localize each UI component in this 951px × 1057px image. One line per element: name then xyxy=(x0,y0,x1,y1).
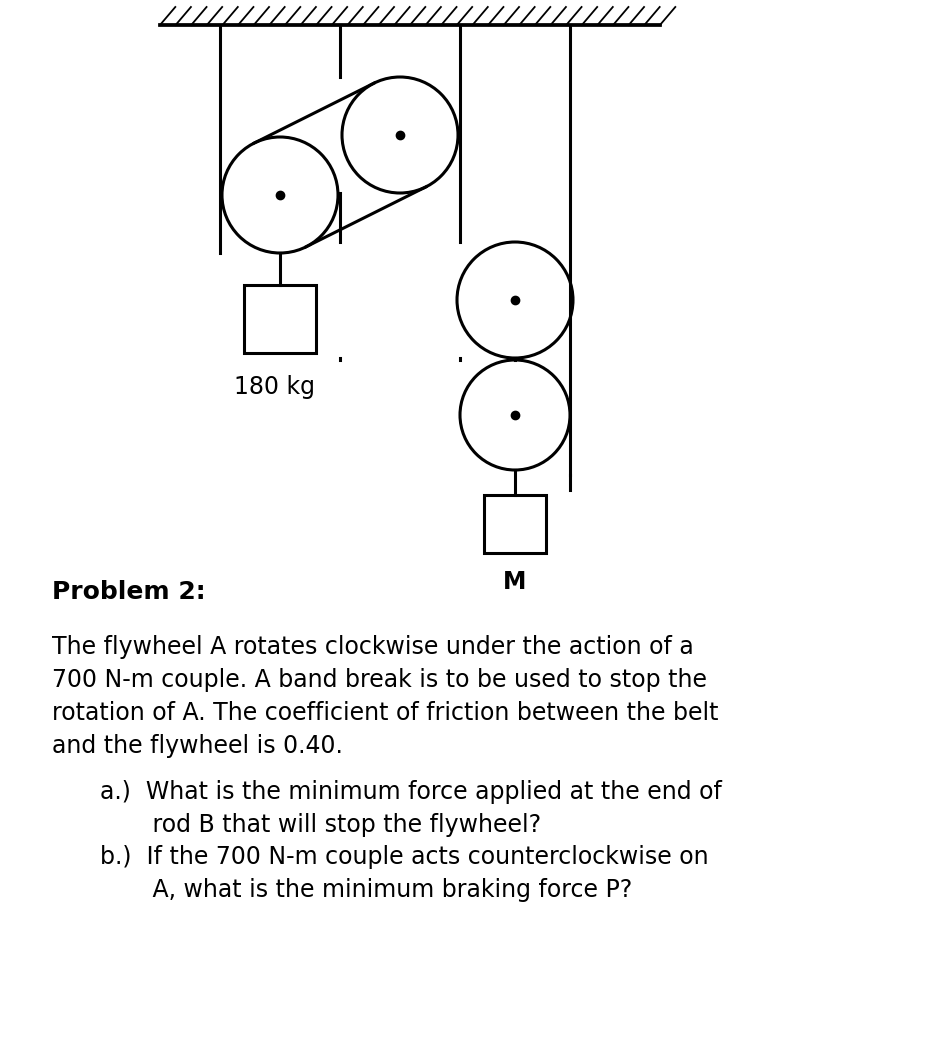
Text: rod B that will stop the flywheel?: rod B that will stop the flywheel? xyxy=(100,813,541,837)
Text: rotation of A. The coefficient of friction between the belt: rotation of A. The coefficient of fricti… xyxy=(52,701,719,725)
Text: 180 kg: 180 kg xyxy=(234,375,315,398)
Text: a.)  What is the minimum force applied at the end of: a.) What is the minimum force applied at… xyxy=(100,780,722,804)
Text: M: M xyxy=(503,570,527,594)
Text: Problem 2:: Problem 2: xyxy=(52,580,205,604)
Text: and the flywheel is 0.40.: and the flywheel is 0.40. xyxy=(52,734,343,758)
Text: 700 N-m couple. A band break is to be used to stop the: 700 N-m couple. A band break is to be us… xyxy=(52,668,707,692)
Text: b.)  If the 700 N-m couple acts counterclockwise on: b.) If the 700 N-m couple acts countercl… xyxy=(100,845,708,869)
Bar xyxy=(244,285,316,353)
Text: The flywheel A rotates clockwise under the action of a: The flywheel A rotates clockwise under t… xyxy=(52,635,693,659)
Text: A, what is the minimum braking force P?: A, what is the minimum braking force P? xyxy=(100,878,632,902)
Bar xyxy=(484,495,546,553)
